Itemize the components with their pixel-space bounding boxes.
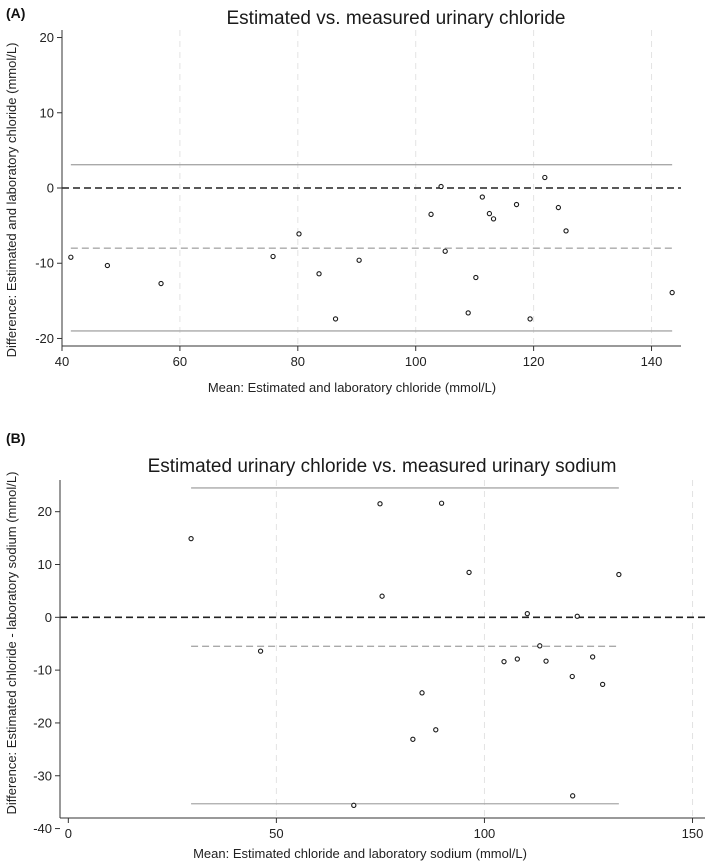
panel-b-y-tick-label: -10 (33, 663, 52, 678)
panel-b-y-axis-label: Difference: Estimated chloride - laborat… (4, 472, 19, 815)
panel-a-data-point (669, 289, 675, 296)
panel-a-data-point (542, 174, 548, 181)
panel-a-data-point (68, 254, 74, 260)
panel-a-data-point (442, 248, 448, 254)
panel-a-data-point (527, 316, 533, 322)
panel-b-y-tick-label: -30 (33, 768, 52, 783)
panel-b-y-tick-label: -40 (33, 821, 52, 836)
panel-a-y-tick-label: -20 (35, 331, 54, 346)
panel-a-y-tick-label: -10 (35, 256, 54, 271)
panel-b-y-tick-label: 20 (38, 504, 52, 519)
panel-b-data-point (570, 793, 576, 799)
panel-b-data-point (514, 656, 520, 662)
panel-a-y-axis-label: Difference: Estimated and laboratory chl… (4, 43, 19, 358)
panel-a-data-point (473, 274, 479, 281)
panel-a-data-point (513, 201, 520, 208)
panel-a-data-point (438, 183, 444, 190)
panel-b-x-axis-label: Mean: Estimated chloride and laboratory … (193, 846, 527, 861)
panel-a-data-point (356, 257, 362, 263)
panel-b-x-tick-label: 100 (474, 826, 496, 841)
panel-b-x-tick-label: 150 (682, 826, 704, 841)
panel-b-data-point (257, 648, 264, 654)
panel-a-data-point (555, 204, 562, 211)
panel-b-data-point (419, 690, 425, 696)
panel-b-y-tick-label: -20 (33, 715, 52, 730)
panel-b-data-point (599, 681, 606, 688)
panel-a-y-ticks: -20 -10 0 10 20 (35, 30, 62, 346)
panel-b-title: Estimated urinary chloride vs. measured … (148, 456, 617, 477)
panel-a-x-ticks: 40 60 80 100 120 140 (55, 346, 663, 369)
panel-b-x-tick-label: 0 (65, 826, 72, 841)
panel-b-data-point (379, 593, 385, 599)
panel-b-points (188, 500, 622, 808)
panel-b-data-point (501, 659, 507, 665)
panel-a-data-point (486, 210, 493, 217)
panel-b-x-tick-label: 50 (269, 826, 283, 841)
panel-a-x-tick-label: 60 (173, 354, 187, 369)
panel-b-reference-lines (60, 487, 705, 805)
panel-b-data-point (351, 802, 357, 808)
panel-a-y-tick-label: 10 (40, 105, 54, 120)
panel-b-data-point (410, 736, 416, 742)
panel-b: (B) Estimated urinary chloride vs. measu… (4, 430, 705, 861)
panel-a-y-tick-label: 0 (47, 181, 54, 196)
panel-b-data-point (537, 643, 543, 649)
panel-a-data-point (158, 280, 164, 287)
panel-a-x-tick-label: 100 (405, 354, 427, 369)
panel-a-reference-lines (62, 164, 681, 332)
panel-a-label: (A) (6, 5, 25, 21)
panel-b-data-point (569, 673, 575, 680)
panel-b-data-point (188, 535, 194, 542)
panel-a-x-tick-label: 140 (641, 354, 663, 369)
panel-b-data-point (433, 727, 439, 733)
panel-a-points (68, 174, 675, 322)
panel-b-x-ticks: 0 50 100 150 (65, 818, 704, 841)
panel-a-title: Estimated vs. measured urinary chloride (227, 8, 566, 29)
panel-a-x-axis-label: Mean: Estimated and laboratory chloride … (208, 380, 496, 395)
panel-a-data-point (316, 271, 322, 277)
panel-a-data-point (563, 228, 569, 234)
panel-a-x-tick-label: 80 (291, 354, 305, 369)
panel-a-data-point (332, 316, 339, 322)
panel-b-y-ticks: -40 -30 -20 -10 0 10 20 (33, 504, 60, 836)
panel-b-data-point (438, 500, 445, 506)
panel-a-x-tick-label: 40 (55, 354, 69, 369)
panel-a-data-point (490, 216, 497, 222)
panel-b-y-tick-label: 0 (45, 610, 52, 625)
panel-a-data-point (479, 194, 485, 200)
panel-b-data-point (589, 654, 596, 660)
panel-b-label: (B) (6, 430, 25, 446)
panel-a: (A) Estimated vs. measured urinary chlor… (4, 5, 681, 395)
panel-a-data-point (465, 310, 471, 316)
panel-b-data-point (543, 658, 549, 664)
panel-b-data-point (524, 610, 530, 617)
panel-a-data-point (296, 231, 302, 237)
panel-b-data-point (377, 501, 383, 507)
panel-b-grid (275, 480, 694, 818)
panel-a-data-point (428, 211, 434, 217)
panel-b-data-point (616, 571, 622, 578)
panel-a-data-point (270, 253, 276, 260)
panel-a-x-tick-label: 120 (523, 354, 545, 369)
panel-b-data-point (574, 613, 580, 619)
panel-a-y-tick-label: 20 (40, 30, 54, 45)
panel-b-y-tick-label: 10 (38, 557, 52, 572)
panel-b-data-point (466, 569, 472, 576)
panel-a-data-point (104, 262, 111, 269)
